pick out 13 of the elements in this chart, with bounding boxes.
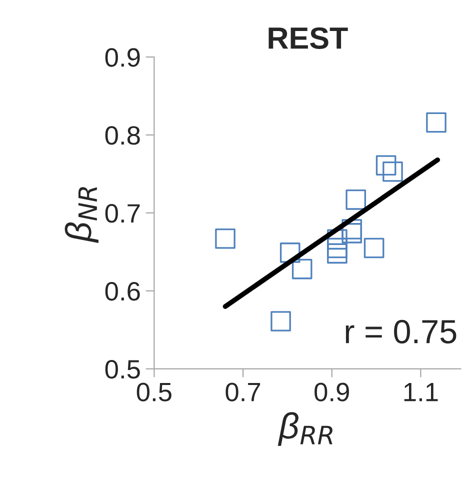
x-tick-label: 0.5 [136, 382, 172, 402]
x-tick-label: 0.9 [314, 382, 349, 402]
x-tick-label: 0.7 [226, 382, 260, 402]
y-tick-label: 0.7 [105, 204, 140, 223]
x-tick-label: 1.1 [404, 382, 438, 402]
chart-title: REST [268, 27, 348, 49]
y-tick-label: 0.9 [105, 48, 140, 67]
y-tick-label: 0.6 [105, 282, 140, 301]
y-tick-label: 0.5 [105, 360, 140, 379]
y-axis-title: β$_{NR}$ [64, 187, 98, 244]
x-axis-title: β$_{RR}$ [278, 412, 332, 446]
y-tick-label: 0.8 [105, 126, 140, 145]
annotation: r = 0.75 [346, 320, 456, 344]
